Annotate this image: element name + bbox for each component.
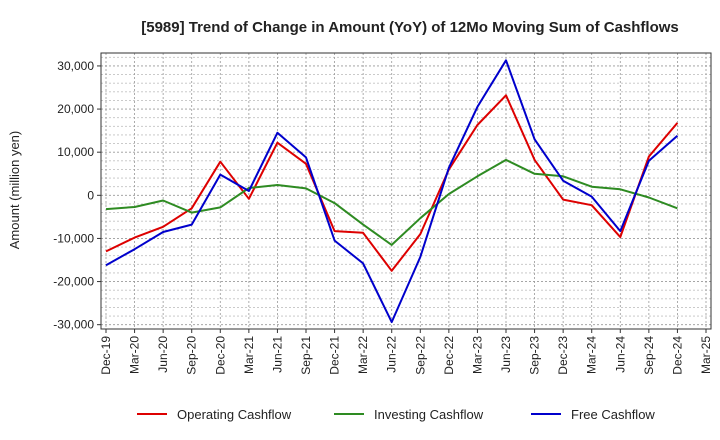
- x-tick-label: Sep-22: [413, 336, 427, 375]
- x-tick-label: Jun-23: [499, 336, 513, 373]
- x-tick-label: Jun-24: [613, 336, 627, 373]
- x-tick-label: Jun-21: [270, 336, 284, 373]
- gridlines: [101, 53, 711, 329]
- y-tick-label: -10,000: [53, 231, 94, 245]
- x-tick-label: Mar-24: [585, 336, 599, 374]
- x-axis-ticks: Dec-19 Mar-20 Jun-20 Sep-20 Dec-20 Mar-21 Jun-…: [99, 329, 713, 375]
- x-tick-label: Jun-22: [385, 336, 399, 373]
- series-lines: [105, 59, 679, 324]
- x-tick-label: Sep-24: [642, 336, 656, 375]
- y-tick-label: 10,000: [57, 145, 94, 159]
- y-axis-label: Amount (million yen): [7, 131, 22, 250]
- operating-cashflow-legend-label: Operating Cashflow: [177, 407, 292, 422]
- y-tick-label: 20,000: [57, 102, 94, 116]
- chart-title: [5989] Trend of Change in Amount (YoY) o…: [141, 19, 679, 36]
- investing-cashflow-line: [105, 158, 678, 246]
- free-cashflow-line: [105, 59, 679, 324]
- x-tick-label: Dec-19: [99, 336, 113, 375]
- x-tick-label: Mar-20: [128, 336, 142, 374]
- x-tick-label: Dec-23: [556, 336, 570, 375]
- y-tick-label: -20,000: [53, 275, 94, 289]
- plot-area-frame: [100, 52, 712, 330]
- y-tick-label: 0: [87, 188, 94, 202]
- x-tick-label: Sep-20: [185, 336, 199, 375]
- free-cashflow-legend-label: Free Cashflow: [571, 407, 655, 422]
- investing-cashflow-legend-label: Investing Cashflow: [374, 407, 484, 422]
- legend: Operating Cashflow Investing Cashflow Free…: [137, 407, 655, 422]
- x-tick-label: Dec-24: [670, 336, 684, 375]
- y-tick-label: 30,000: [57, 59, 94, 73]
- x-tick-label: Dec-21: [328, 336, 342, 375]
- x-tick-label: Dec-20: [213, 336, 227, 375]
- x-tick-label: Mar-25: [699, 336, 713, 374]
- x-tick-label: Dec-22: [442, 336, 456, 375]
- x-tick-label: Jun-20: [156, 336, 170, 373]
- x-tick-label: Mar-22: [356, 336, 370, 374]
- y-axis-ticks: 30,000 20,000 10,000 0 -10,000 -20,000 -30,000: [53, 59, 101, 332]
- x-tick-label: Sep-21: [299, 336, 313, 375]
- y-tick-label: -30,000: [53, 318, 94, 332]
- x-tick-label: Mar-21: [242, 336, 256, 374]
- x-tick-label: Mar-23: [470, 336, 484, 374]
- operating-cashflow-line: [105, 94, 679, 272]
- x-tick-label: Sep-23: [528, 336, 542, 375]
